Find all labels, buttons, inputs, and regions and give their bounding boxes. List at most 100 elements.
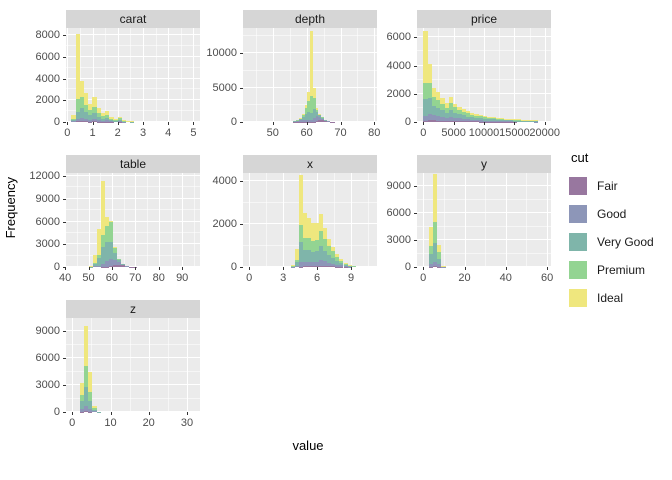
bar-segment-fair xyxy=(444,120,449,122)
grid-major-y xyxy=(66,175,200,176)
grid-major-x xyxy=(351,173,353,267)
bar-segment-ideal xyxy=(482,116,488,118)
bar-segment-premium xyxy=(84,366,89,388)
bar-segment-premium xyxy=(315,239,320,251)
bar-segment-very-good xyxy=(478,118,483,121)
y-tick-label: 6000 xyxy=(35,352,60,364)
bar-segment-premium xyxy=(461,111,466,116)
y-tick-mark xyxy=(63,122,66,123)
bar-segment-ideal xyxy=(487,116,492,118)
grid-major-x xyxy=(92,28,94,122)
x-tick-mark xyxy=(135,267,137,270)
bar-segment-very-good xyxy=(487,119,492,121)
x-tick-mark xyxy=(453,122,455,125)
legend-label: Ideal xyxy=(597,291,624,305)
bar-segment-fair xyxy=(470,121,475,122)
bar-segment-premium xyxy=(433,222,438,243)
x-tick-mark xyxy=(547,267,549,270)
grid-minor-x xyxy=(170,173,172,267)
bar-segment-very-good xyxy=(88,115,93,120)
x-tick-mark xyxy=(65,267,67,270)
y-tick-mark xyxy=(414,122,417,123)
bar-segment-very-good xyxy=(347,265,352,267)
bar-segment-ideal xyxy=(100,113,105,117)
bar-segment-good xyxy=(92,118,97,122)
bar-segment-very-good xyxy=(96,257,101,266)
bar-segment-good xyxy=(307,119,311,122)
bar-segment-very-good xyxy=(104,242,109,262)
legend-item-good: Good xyxy=(569,205,654,223)
bar-segment-good xyxy=(294,266,299,267)
bar-segment-premium xyxy=(470,114,475,118)
bar-segment-premium xyxy=(294,259,299,263)
grid-minor-y xyxy=(66,343,200,345)
x-tick-label: 3 xyxy=(280,272,287,284)
bar-segment-good xyxy=(457,118,462,122)
bar-segment-good xyxy=(306,261,311,267)
bar-segment-good xyxy=(504,121,509,122)
bar-segment-fair xyxy=(461,121,466,122)
grid-minor-y xyxy=(66,88,200,90)
bar-segment-premium xyxy=(310,96,314,113)
bar-segment-premium xyxy=(343,263,348,265)
bar-segment-very-good xyxy=(437,258,442,265)
y-tick-mark xyxy=(63,412,66,413)
bar-segment-very-good xyxy=(296,120,299,121)
bar-segment-ideal xyxy=(290,264,295,266)
bar-segment-fair xyxy=(457,121,462,122)
bar-segment-very-good xyxy=(298,242,303,262)
bar-segment-ideal xyxy=(88,265,93,267)
bar-segment-premium xyxy=(457,110,462,115)
grid-minor-x xyxy=(130,28,132,122)
bar-segment-good xyxy=(117,121,122,122)
bar-segment-very-good xyxy=(465,116,471,120)
grid-major-x xyxy=(117,28,119,122)
legend-swatch-fair xyxy=(569,177,587,195)
bar-segment-very-good xyxy=(298,118,302,121)
grid-minor-x xyxy=(180,28,182,122)
bar-segment-good xyxy=(92,411,97,412)
y-tick-mark xyxy=(240,122,243,123)
bar-segment-very-good xyxy=(327,254,332,263)
grid-major-y xyxy=(66,34,200,36)
y-tick-label: 3000 xyxy=(386,234,411,246)
bar-segment-premium xyxy=(487,117,492,120)
grid-minor-x xyxy=(123,173,125,267)
legend-swatch-ideal xyxy=(569,289,587,307)
bar-segment-ideal xyxy=(431,88,436,98)
bar-segment-ideal xyxy=(311,222,316,241)
y-tick-mark xyxy=(240,87,243,89)
bar-segment-good xyxy=(431,114,436,121)
bar-segment-ideal xyxy=(88,103,93,111)
x-tick-mark xyxy=(340,122,342,125)
bar-segment-fair xyxy=(84,411,89,412)
grid-major-x xyxy=(67,28,69,122)
bar-segment-very-good xyxy=(504,120,509,122)
bar-segment-ideal xyxy=(448,97,454,103)
bar-segment-ideal xyxy=(461,109,466,112)
bar-segment-ideal xyxy=(427,64,432,84)
y-tick-label: 2000 xyxy=(212,218,237,230)
bar-segment-premium xyxy=(100,234,105,248)
x-tick-label: 60 xyxy=(105,272,119,284)
bar-segment-ideal xyxy=(92,405,97,409)
bar-segment-premium xyxy=(75,99,80,113)
bar-segment-good xyxy=(327,262,332,267)
bar-segment-ideal xyxy=(313,87,316,98)
x-tick-mark xyxy=(423,122,425,125)
bar-segment-very-good xyxy=(109,120,114,122)
bar-segment-good xyxy=(335,264,340,267)
grid-major-y xyxy=(66,384,200,385)
y-tick-mark xyxy=(63,56,66,58)
bar-segment-very-good xyxy=(80,400,85,410)
bar-segment-very-good xyxy=(508,120,513,122)
bar-segment-good xyxy=(448,116,454,121)
bar-segment-very-good xyxy=(88,401,93,410)
bar-segment-very-good xyxy=(482,118,488,121)
grid-minor-x xyxy=(100,173,102,267)
bar-segment-premium xyxy=(327,246,332,255)
bar-segment-very-good xyxy=(339,263,344,266)
bar-segment-ideal xyxy=(75,34,80,100)
bar-segment-very-good xyxy=(315,250,320,262)
